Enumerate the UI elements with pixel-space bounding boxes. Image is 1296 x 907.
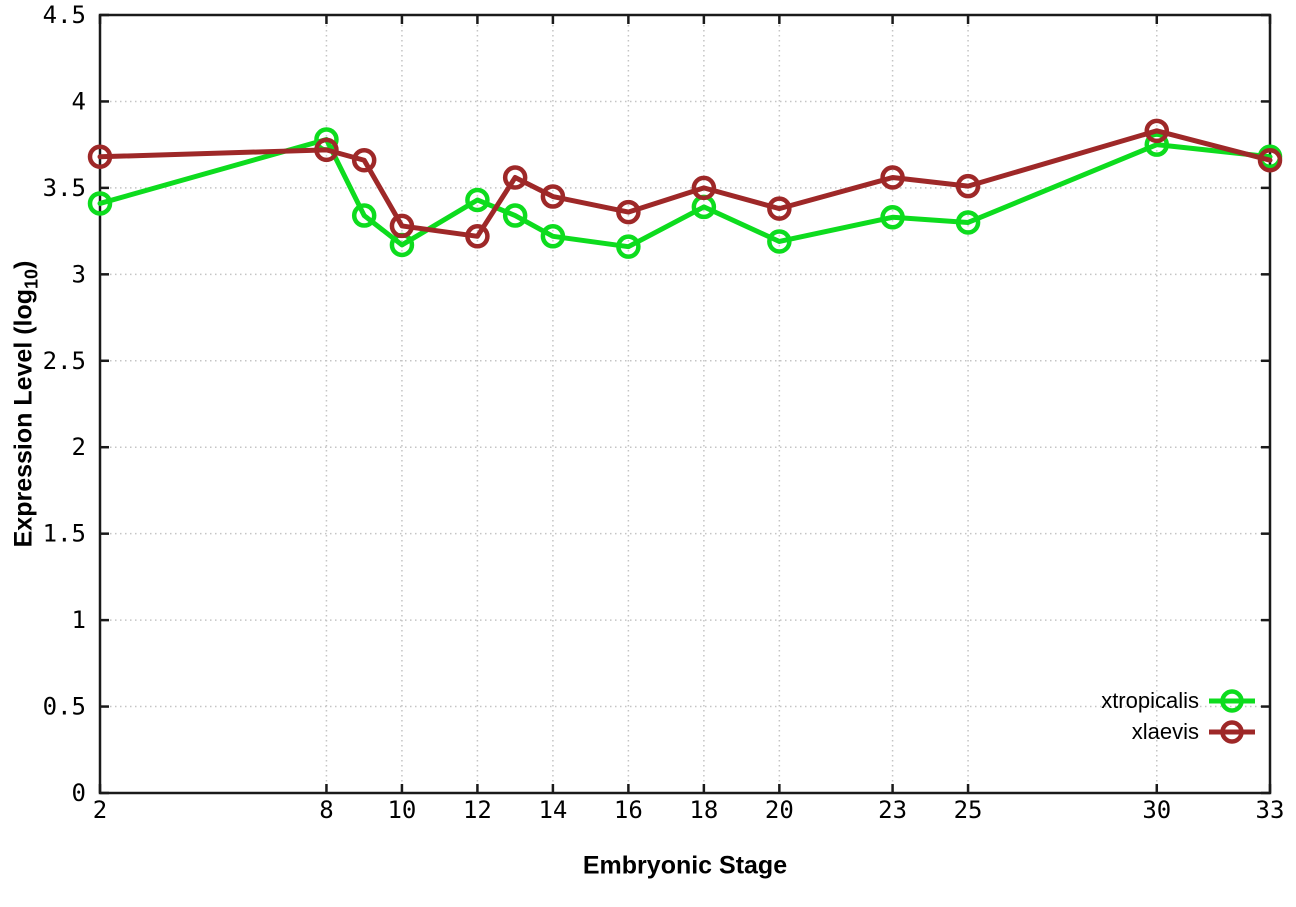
legend: xtropicalis xlaevis bbox=[1101, 688, 1256, 745]
data-point-xlaevis bbox=[767, 196, 792, 221]
legend-label-xlaevis: xlaevis bbox=[1131, 719, 1199, 744]
data-point-xlaevis bbox=[87, 144, 113, 170]
data-point-xlaevis bbox=[955, 173, 981, 199]
y-axis-title-end: ) bbox=[9, 260, 38, 269]
data-point-xtropicalis bbox=[465, 187, 490, 213]
legend-label-xtropicalis: xtropicalis bbox=[1101, 688, 1199, 713]
y-tick-label: 4.5 bbox=[43, 1, 86, 29]
data-point-xlaevis bbox=[502, 165, 528, 190]
y-axis-title-sub: 10 bbox=[21, 268, 42, 289]
y-tick-label: 2.5 bbox=[43, 347, 86, 375]
legend-item-xlaevis: xlaevis bbox=[1132, 719, 1256, 745]
x-tick-label: 33 bbox=[1256, 796, 1285, 824]
y-tick-label: 3 bbox=[72, 260, 86, 288]
y-tick-label: 0 bbox=[72, 779, 86, 807]
data-point-xlaevis bbox=[616, 199, 641, 225]
x-tick-label: 18 bbox=[689, 796, 718, 824]
x-tick-label: 16 bbox=[614, 796, 643, 824]
data-point-xlaevis bbox=[691, 175, 717, 201]
data-point-xtropicalis bbox=[87, 191, 113, 216]
data-point-xtropicalis bbox=[540, 224, 566, 249]
x-tick-label: 25 bbox=[954, 796, 983, 824]
legend-item-xtropicalis: xtropicalis bbox=[1101, 688, 1256, 714]
x-tick-label: 20 bbox=[765, 796, 794, 824]
data-point-xtropicalis bbox=[351, 203, 377, 228]
series-line-xlaevis bbox=[97, 128, 1273, 239]
x-tick-label: 8 bbox=[319, 796, 333, 824]
data-point-xtropicalis bbox=[767, 229, 792, 254]
y-tick-label: 0.5 bbox=[43, 693, 86, 721]
data-point-xlaevis bbox=[540, 184, 566, 209]
data-point-xlaevis bbox=[1144, 118, 1170, 144]
y-axis-title-main: Expression Level (log bbox=[9, 288, 38, 548]
data-point-xtropicalis bbox=[616, 234, 641, 259]
x-tick-label: 2 bbox=[93, 796, 107, 824]
x-tick-label: 23 bbox=[878, 796, 907, 824]
data-point-xlaevis bbox=[880, 165, 905, 190]
y-tick-label: 1 bbox=[72, 606, 86, 634]
data-point-xtropicalis bbox=[880, 205, 905, 230]
legend-circle-icon bbox=[1220, 720, 1244, 744]
data-point-xlaevis bbox=[351, 147, 377, 173]
plot-border bbox=[98, 13, 1272, 795]
x-tick-label: 10 bbox=[387, 796, 416, 824]
data-point-xlaevis bbox=[314, 137, 339, 163]
legend-marker-xtropicalis bbox=[1209, 689, 1255, 713]
y-tick-label: 1.5 bbox=[43, 520, 86, 548]
y-tick-label: 3.5 bbox=[43, 174, 86, 202]
y-tick-label: 2 bbox=[72, 433, 86, 461]
y-axis-title: Expression Level (log10) bbox=[10, 261, 43, 548]
data-point-xlaevis bbox=[389, 213, 415, 239]
x-tick-label: 12 bbox=[463, 796, 492, 824]
y-tick-label: 4 bbox=[72, 87, 86, 115]
x-axis-title: Embryonic Stage bbox=[582, 851, 788, 880]
data-point-xtropicalis bbox=[502, 203, 528, 228]
data-point-xtropicalis bbox=[1144, 132, 1170, 157]
x-tick-label: 30 bbox=[1142, 796, 1171, 824]
legend-circle-icon bbox=[1220, 689, 1244, 713]
legend-marker-xlaevis bbox=[1209, 720, 1255, 744]
data-point-xlaevis bbox=[465, 224, 490, 249]
data-point-xtropicalis bbox=[955, 210, 981, 235]
x-tick-label: 14 bbox=[538, 796, 567, 824]
data-point-xlaevis bbox=[1257, 147, 1283, 173]
